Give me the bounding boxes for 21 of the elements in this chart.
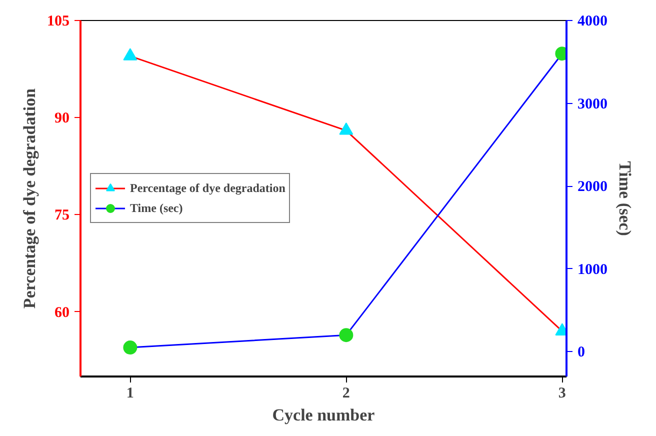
y2-tick-label: 3000	[578, 96, 608, 112]
y2-tick-label: 1000	[578, 262, 608, 278]
point	[123, 48, 138, 60]
y-tick-label: 105	[47, 14, 70, 30]
x-tick-label: 2	[342, 386, 350, 402]
y-axis-title: Percentage of dye degradation	[20, 88, 39, 309]
y2-tick-label: 0	[578, 344, 585, 361]
y2-tick-label: 4000	[578, 14, 608, 30]
y-tick-label: 90	[54, 110, 70, 127]
point	[123, 340, 138, 355]
y2-axis-title: Time (sec)	[616, 161, 634, 236]
x-tick-label: 1	[126, 386, 134, 402]
y2-tick-label: 2000	[578, 179, 608, 196]
y-tick-label: 60	[54, 304, 70, 321]
point	[339, 328, 354, 342]
y-tick-label: 75	[54, 208, 70, 224]
x-axis-title: Cycle number	[272, 406, 376, 424]
legend-label: Percentage of dye degradation	[130, 180, 286, 196]
legend-label: Time (sec)	[130, 200, 183, 216]
x-tick-label: 3	[558, 386, 566, 402]
point	[339, 122, 354, 135]
